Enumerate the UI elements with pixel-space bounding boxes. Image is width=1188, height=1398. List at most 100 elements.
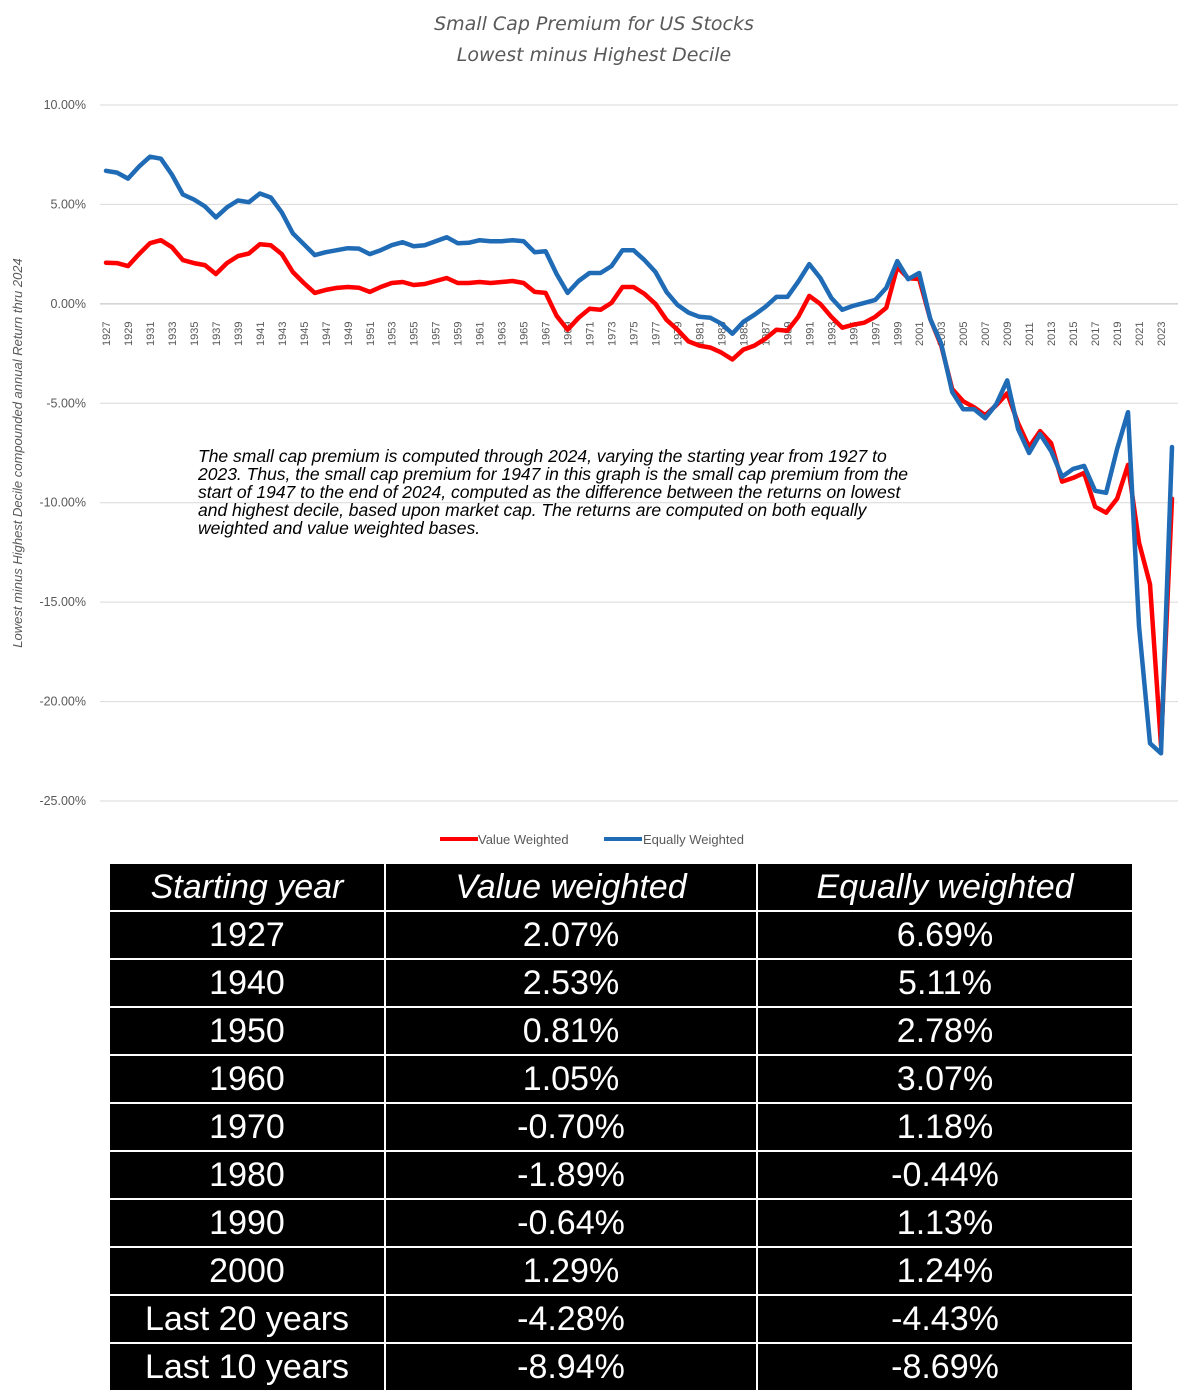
cell-starting-year: 1950 xyxy=(108,1006,386,1056)
cell-value-weighted: 0.81% xyxy=(384,1006,758,1056)
cell-equally-weighted: -4.43% xyxy=(756,1294,1134,1344)
x-tick-label: 1951 xyxy=(365,322,377,346)
x-tick-label: 1939 xyxy=(233,322,245,346)
header-value-weighted: Value weighted xyxy=(384,862,758,912)
cell-starting-year: Last 20 years xyxy=(108,1294,386,1344)
x-tick-label: 1995 xyxy=(848,322,860,346)
y-tick-label: -10.00% xyxy=(39,496,86,510)
cell-starting-year: 1960 xyxy=(108,1054,386,1104)
cell-equally-weighted: 1.24% xyxy=(756,1246,1134,1296)
x-tick-label: 1965 xyxy=(519,322,531,346)
x-tick-label: 1985 xyxy=(738,322,750,346)
x-tick-label: 1957 xyxy=(431,322,443,346)
x-tick-label: 2021 xyxy=(1134,322,1146,346)
x-tick-label: 1963 xyxy=(497,322,509,346)
chart-annotation-note: The small cap premium is computed throug… xyxy=(198,446,909,538)
legend: Value Weighted Equally Weighted xyxy=(440,832,744,847)
cell-value-weighted: 1.05% xyxy=(384,1054,758,1104)
cell-equally-weighted: 6.69% xyxy=(756,910,1134,960)
x-tick-label: 1961 xyxy=(475,322,487,346)
cell-starting-year: 2000 xyxy=(108,1246,386,1296)
y-tick-label: 0.00% xyxy=(51,297,86,311)
x-tick-label: 1967 xyxy=(541,322,553,346)
y-tick-label: -25.00% xyxy=(39,794,86,808)
x-tick-label: 1949 xyxy=(343,322,355,346)
table-row: Last 10 years -8.94% -8.69% xyxy=(108,1342,1134,1392)
table-row: 1950 0.81% 2.78% xyxy=(108,1006,1134,1056)
x-tick-label: 1993 xyxy=(826,322,838,346)
cell-value-weighted: 2.53% xyxy=(384,958,758,1008)
x-tick-label: 1955 xyxy=(409,322,421,346)
line-chart: Small Cap Premium for US Stocks Lowest m… xyxy=(10,13,1178,847)
cell-starting-year: Last 10 years xyxy=(108,1342,386,1392)
table-row: 1990 -0.64% 1.13% xyxy=(108,1198,1134,1248)
x-tick-label: 1929 xyxy=(123,322,135,346)
cell-value-weighted: -8.94% xyxy=(384,1342,758,1392)
y-tick-label: -20.00% xyxy=(39,695,86,709)
table-header-row: Starting year Value weighted Equally wei… xyxy=(108,862,1134,912)
table-row: Last 20 years -4.28% -4.43% xyxy=(108,1294,1134,1344)
x-tick-label: 1981 xyxy=(694,322,706,346)
cell-starting-year: 1940 xyxy=(108,958,386,1008)
table-row: 2000 1.29% 1.24% xyxy=(108,1246,1134,1296)
x-tick-label: 1959 xyxy=(453,322,465,346)
cell-equally-weighted: 5.11% xyxy=(756,958,1134,1008)
cell-value-weighted: -1.89% xyxy=(384,1150,758,1200)
x-tick-label: 1937 xyxy=(211,322,223,346)
x-tick-label: 2015 xyxy=(1068,322,1080,346)
y-tick-label: -5.00% xyxy=(46,396,86,410)
cell-starting-year: 1927 xyxy=(108,910,386,960)
y-axis-tick-labels: 10.00% 5.00% 0.00% -5.00% -10.00% -15.00% -20.… xyxy=(39,98,86,808)
summary-table-container: Starting year Value weighted Equally wei… xyxy=(108,862,1134,1392)
cell-value-weighted: 1.29% xyxy=(384,1246,758,1296)
x-tick-label: 2013 xyxy=(1046,322,1058,346)
y-tick-label: 10.00% xyxy=(44,98,86,112)
x-tick-label: 1931 xyxy=(145,322,157,346)
series-line-equally-weighted xyxy=(103,154,1175,756)
x-tick-label: 1971 xyxy=(585,322,597,346)
y-tick-label: -15.00% xyxy=(39,595,86,609)
cell-value-weighted: -0.64% xyxy=(384,1198,758,1248)
cell-starting-year: 1970 xyxy=(108,1102,386,1152)
cell-equally-weighted: 1.13% xyxy=(756,1198,1134,1248)
summary-table: Starting year Value weighted Equally wei… xyxy=(108,862,1134,1392)
x-tick-label: 2009 xyxy=(1002,322,1014,346)
cell-starting-year: 1980 xyxy=(108,1150,386,1200)
chart-title-line-2: Lowest minus Highest Decile xyxy=(457,44,731,66)
cell-value-weighted: 2.07% xyxy=(384,910,758,960)
x-tick-label: 2017 xyxy=(1090,322,1102,346)
x-tick-label: 1991 xyxy=(804,322,816,346)
y-tick-label: 5.00% xyxy=(51,197,86,211)
x-tick-label: 2023 xyxy=(1156,322,1168,346)
cell-value-weighted: -0.70% xyxy=(384,1102,758,1152)
x-tick-label: 2011 xyxy=(1024,322,1036,346)
x-tick-label: 1943 xyxy=(277,322,289,346)
cell-equally-weighted: -8.69% xyxy=(756,1342,1134,1392)
x-tick-label: 1977 xyxy=(650,322,662,346)
x-tick-label: 1973 xyxy=(607,322,619,346)
cell-equally-weighted: -0.44% xyxy=(756,1150,1134,1200)
table-row: 1970 -0.70% 1.18% xyxy=(108,1102,1134,1152)
table-row: 1940 2.53% 5.11% xyxy=(108,958,1134,1008)
table-row: 1927 2.07% 6.69% xyxy=(108,910,1134,960)
x-tick-label: 2005 xyxy=(958,322,970,346)
x-axis-tick-labels: 1927 1929 1931 1933 1935 1937 1939 1941 1943 1945… xyxy=(101,322,1168,346)
header-starting-year: Starting year xyxy=(108,862,386,912)
cell-starting-year: 1990 xyxy=(108,1198,386,1248)
cell-equally-weighted: 2.78% xyxy=(756,1006,1134,1056)
series-lines xyxy=(103,154,1175,756)
x-tick-label: 1941 xyxy=(255,322,267,346)
cell-equally-weighted: 1.18% xyxy=(756,1102,1134,1152)
x-tick-label: 1947 xyxy=(321,322,333,346)
table-row: 1960 1.05% 3.07% xyxy=(108,1054,1134,1104)
x-tick-label: 1935 xyxy=(189,322,201,346)
x-tick-label: 2019 xyxy=(1112,322,1124,346)
legend-label-equally-weighted: Equally Weighted xyxy=(643,832,744,847)
header-equally-weighted: Equally weighted xyxy=(756,862,1134,912)
x-tick-label: 2007 xyxy=(980,322,992,346)
x-tick-label: 1975 xyxy=(629,322,641,346)
legend-label-value-weighted: Value Weighted xyxy=(478,832,569,847)
y-axis-label: Lowest minus Highest Decile compounded a… xyxy=(10,258,25,648)
x-tick-label: 1945 xyxy=(299,322,311,346)
x-tick-label: 1999 xyxy=(892,322,904,346)
